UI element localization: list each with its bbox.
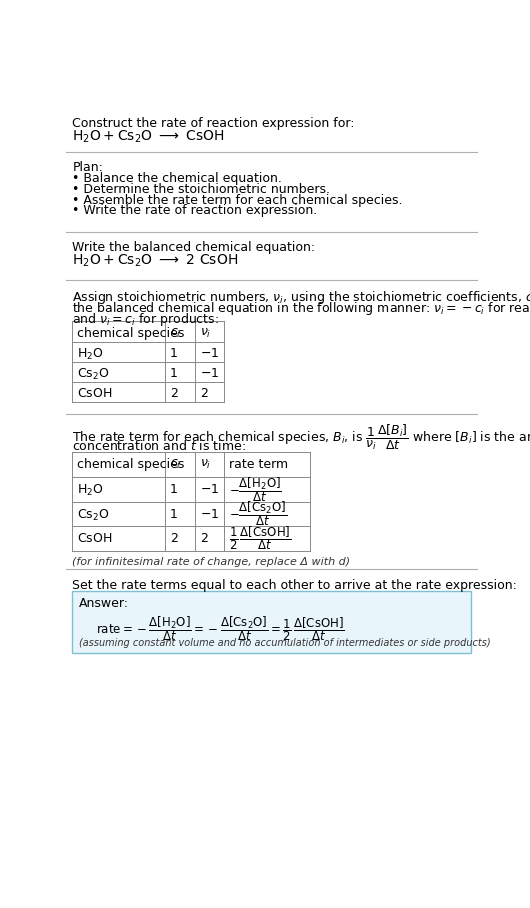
Text: $\mathrm{Cs_2O}$: $\mathrm{Cs_2O}$ [77, 508, 110, 523]
Text: 1: 1 [170, 508, 178, 521]
Text: 1: 1 [170, 483, 178, 496]
Text: Plan:: Plan: [73, 162, 103, 174]
Text: $-1$: $-1$ [200, 483, 219, 496]
Text: $\nu_i$: $\nu_i$ [200, 327, 211, 340]
Text: Answer:: Answer: [78, 597, 129, 610]
Text: $c_i$: $c_i$ [170, 327, 181, 340]
Text: Construct the rate of reaction expression for:: Construct the rate of reaction expressio… [73, 116, 355, 130]
Text: rate term: rate term [229, 458, 288, 470]
Text: • Assemble the rate term for each chemical species.: • Assemble the rate term for each chemic… [73, 193, 403, 207]
Text: • Determine the stoichiometric numbers.: • Determine the stoichiometric numbers. [73, 183, 330, 196]
Text: 1: 1 [170, 367, 178, 380]
Text: $\mathrm{H_2O}$: $\mathrm{H_2O}$ [77, 347, 104, 362]
Text: • Balance the chemical equation.: • Balance the chemical equation. [73, 173, 282, 185]
Text: $-1$: $-1$ [200, 508, 219, 521]
Text: $2$: $2$ [200, 532, 208, 546]
Text: $\mathrm{CsOH}$: $\mathrm{CsOH}$ [77, 387, 112, 400]
Text: $\dfrac{1}{2}\,\dfrac{\Delta[\mathrm{CsOH}]}{\Delta t}$: $\dfrac{1}{2}\,\dfrac{\Delta[\mathrm{CsO… [229, 525, 292, 552]
Text: (for infinitesimal rate of change, replace Δ with d): (for infinitesimal rate of change, repla… [73, 558, 350, 568]
Text: 2: 2 [170, 387, 178, 400]
Text: $\mathrm{H_2O + Cs_2O\ \longrightarrow\ CsOH}$: $\mathrm{H_2O + Cs_2O\ \longrightarrow\ … [73, 129, 225, 145]
Text: 1: 1 [170, 347, 178, 360]
Text: $2$: $2$ [200, 387, 208, 400]
Text: $-\dfrac{\Delta[\mathrm{H_2O}]}{\Delta t}$: $-\dfrac{\Delta[\mathrm{H_2O}]}{\Delta t… [229, 475, 282, 504]
Text: The rate term for each chemical species, $B_i$, is $\dfrac{1}{\nu_i}\dfrac{\Delt: The rate term for each chemical species,… [73, 423, 530, 452]
Text: $\mathrm{rate} = -\dfrac{\Delta[\mathrm{H_2O}]}{\Delta t} = -\dfrac{\Delta[\math: $\mathrm{rate} = -\dfrac{\Delta[\mathrm{… [96, 614, 344, 643]
Text: Assign stoichiometric numbers, $\nu_i$, using the stoichiometric coefficients, $: Assign stoichiometric numbers, $\nu_i$, … [73, 289, 530, 306]
Text: and $\nu_i = c_i$ for products:: and $\nu_i = c_i$ for products: [73, 311, 219, 328]
Text: Write the balanced chemical equation:: Write the balanced chemical equation: [73, 242, 315, 254]
Text: $-1$: $-1$ [200, 367, 219, 380]
Text: (assuming constant volume and no accumulation of intermediates or side products): (assuming constant volume and no accumul… [78, 638, 490, 648]
Text: $\mathrm{H_2O + Cs_2O\ \longrightarrow\ 2\ CsOH}$: $\mathrm{H_2O + Cs_2O\ \longrightarrow\ … [73, 253, 238, 270]
Text: $-1$: $-1$ [200, 347, 219, 360]
FancyBboxPatch shape [73, 591, 471, 653]
Text: chemical species: chemical species [77, 327, 184, 340]
Text: the balanced chemical equation in the following manner: $\nu_i = -c_i$ for react: the balanced chemical equation in the fo… [73, 300, 530, 317]
Text: • Write the rate of reaction expression.: • Write the rate of reaction expression. [73, 204, 317, 217]
Text: 2: 2 [170, 532, 178, 546]
Text: $\nu_i$: $\nu_i$ [200, 458, 211, 471]
Text: $\mathrm{Cs_2O}$: $\mathrm{Cs_2O}$ [77, 367, 110, 382]
Text: concentration and $t$ is time:: concentration and $t$ is time: [73, 439, 246, 452]
Text: $c_i$: $c_i$ [170, 458, 181, 471]
Text: $\mathrm{H_2O}$: $\mathrm{H_2O}$ [77, 483, 104, 498]
Text: Set the rate terms equal to each other to arrive at the rate expression:: Set the rate terms equal to each other t… [73, 578, 517, 592]
Text: $\mathrm{CsOH}$: $\mathrm{CsOH}$ [77, 532, 112, 546]
Text: chemical species: chemical species [77, 458, 184, 470]
Text: $-\dfrac{\Delta[\mathrm{Cs_2O}]}{\Delta t}$: $-\dfrac{\Delta[\mathrm{Cs_2O}]}{\Delta … [229, 499, 287, 528]
